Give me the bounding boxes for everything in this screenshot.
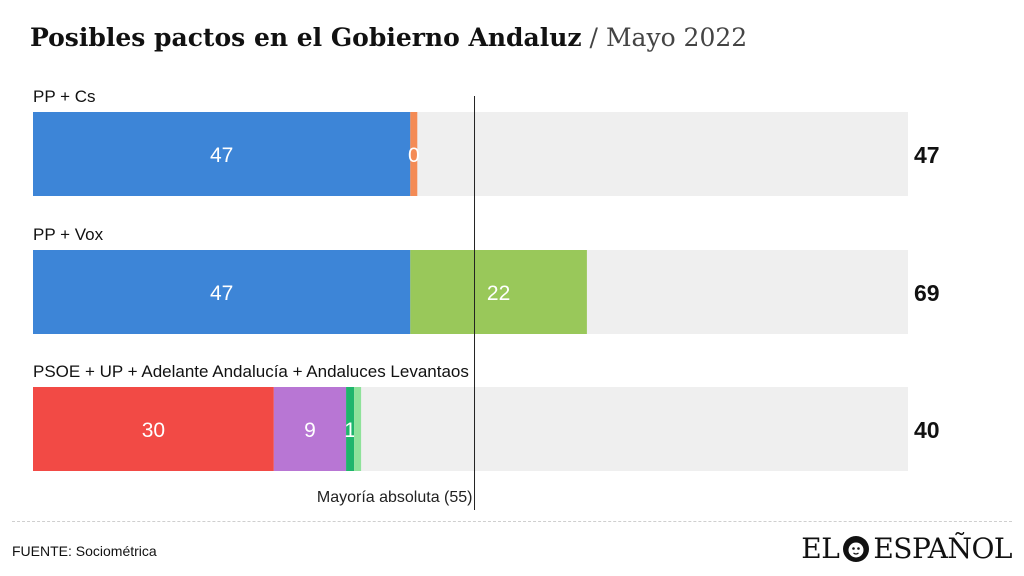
stacked-bar-chart: PP + Cs 47 0 47 PP + Vox 47 22 69 PSOE + UP + Ad…	[33, 87, 940, 510]
title-main: Posibles pactos en el Gobierno Andaluz	[30, 23, 582, 52]
lion-head-icon	[843, 535, 870, 562]
row-total-psoe-up-adelante-andalucia-andaluces-levantaos: 40	[914, 417, 940, 443]
segment-value-label: 0	[408, 144, 420, 167]
source-note: FUENTE: Sociométrica	[12, 543, 157, 559]
segment-value-label: 1	[344, 419, 356, 442]
title-subtitle: Mayo 2022	[605, 23, 748, 52]
segment-value-label: 9	[304, 419, 316, 442]
bar-segment-psoe-up-adelante-andalucia-andaluces-levantaos-3	[346, 387, 355, 471]
row-label-pp-vox: PP + Vox	[33, 225, 104, 244]
logo-text-left: EL	[801, 532, 840, 565]
title-separator: /	[589, 23, 598, 52]
publisher-logo: EL ESPAÑOL	[801, 532, 1012, 565]
majority-reference-label: Mayoría absoluta (55)	[317, 489, 473, 506]
row-label-pp-cs: PP + Cs	[33, 87, 96, 106]
row-label-psoe-up-adelante-andalucia-andaluces-levantaos: PSOE + UP + Adelante Andalucía + Andaluc…	[33, 362, 469, 381]
bar-segment-pp-vox-1	[33, 250, 411, 334]
footer-divider	[12, 521, 1012, 522]
segment-value-label: 30	[142, 419, 165, 442]
bar-segment-psoe-up-adelante-andalucia-andaluces-levantaos-1	[33, 387, 274, 471]
row-total-pp-cs: 47	[914, 142, 940, 168]
bar-segment-pp-cs-2	[410, 112, 418, 196]
segment-value-label: 22	[487, 282, 510, 305]
segment-value-label: 47	[210, 144, 233, 167]
bar-segment-pp-vox-2	[410, 250, 587, 334]
bar-segment-psoe-up-adelante-andalucia-andaluces-levantaos-4	[354, 387, 362, 471]
logo-text-right: ESPAÑOL	[873, 532, 1012, 565]
bar-segment-psoe-up-adelante-andalucia-andaluces-levantaos-2	[273, 387, 347, 471]
segment-value-label: 47	[210, 282, 233, 305]
row-total-pp-vox: 69	[914, 280, 940, 306]
chart-title: Posibles pactos en el Gobierno Andaluz /…	[30, 20, 747, 56]
bar-segment-pp-cs-1	[33, 112, 411, 196]
